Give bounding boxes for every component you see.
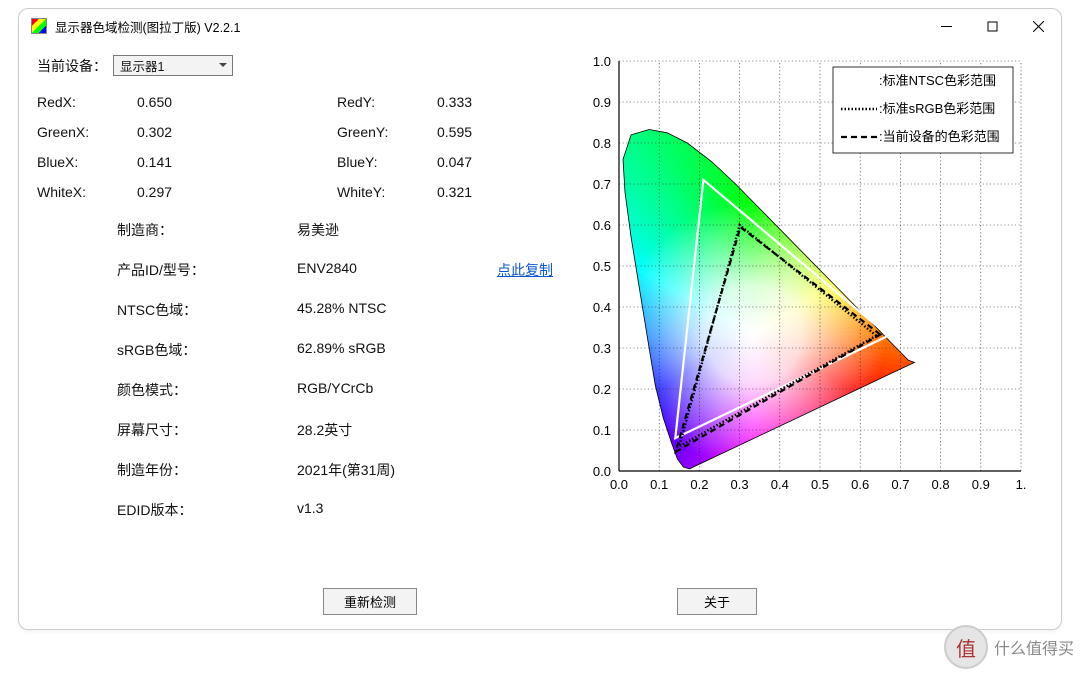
svg-text:0.4: 0.4 [771, 477, 789, 492]
ntsc-label: NTSC色域： [117, 300, 297, 320]
svg-text:0.3: 0.3 [593, 341, 611, 356]
app-window: 显示器色域检测(图拉丁版) V2.2.1 当前设备： 显示器1 RedX: [18, 8, 1062, 630]
chromaticity-chart: 0.00.0 0.1 0.1 0.2 0.2 0.3 0.3 0.4 0.4 0.5 0.5 0.6 0… [557, 49, 1043, 581]
svg-text:0.6: 0.6 [851, 477, 869, 492]
product-label: 产品ID/型号： [117, 260, 297, 280]
info-grid: 制造商： 易美逊 产品ID/型号： ENV2840 点此复制 NTSC色域： 4… [117, 220, 557, 520]
product-value: ENV2840 [297, 260, 497, 280]
svg-text:0.7: 0.7 [593, 177, 611, 192]
chart-svg: 0.00.0 0.1 0.1 0.2 0.2 0.3 0.3 0.4 0.4 0.5 0.5 0.6 0… [573, 49, 1043, 519]
content-area: 当前设备： 显示器1 RedX: 0.650 RedY: 0.333 Green… [19, 43, 1061, 581]
svg-text::当前设备的色彩范围: :当前设备的色彩范围 [879, 129, 1000, 144]
svg-text:1.: 1. [1016, 477, 1027, 492]
edid-label: EDID版本： [117, 500, 297, 520]
whitey-label: WhiteY: [337, 184, 437, 200]
svg-text:0.2: 0.2 [690, 477, 708, 492]
watermark-text: 什么值得买 [994, 635, 1074, 659]
device-row: 当前设备： 显示器1 [37, 55, 557, 76]
bluey-label: BlueY: [337, 154, 437, 170]
svg-text:0.2: 0.2 [593, 382, 611, 397]
maximize-icon [987, 21, 998, 32]
edid-value: v1.3 [297, 500, 497, 520]
copy-link[interactable]: 点此复制 [497, 260, 557, 280]
whitex-label: WhiteX: [37, 184, 137, 200]
svg-text:0.0: 0.0 [610, 477, 628, 492]
svg-text:0.9: 0.9 [972, 477, 990, 492]
whitex-value: 0.297 [137, 184, 257, 200]
colormode-value: RGB/YCrCb [297, 380, 497, 400]
redx-value: 0.650 [137, 94, 257, 110]
bluex-label: BlueX: [37, 154, 137, 170]
manufacturer-label: 制造商： [117, 220, 297, 240]
size-label: 屏幕尺寸： [117, 420, 297, 440]
svg-text:0.7: 0.7 [891, 477, 909, 492]
srgb-value: 62.89% sRGB [297, 340, 497, 360]
left-panel: 当前设备： 显示器1 RedX: 0.650 RedY: 0.333 Green… [37, 49, 557, 581]
svg-text:0.1: 0.1 [593, 423, 611, 438]
svg-text:0.9: 0.9 [593, 95, 611, 110]
greeny-label: GreenY: [337, 124, 437, 140]
close-button[interactable] [1015, 11, 1061, 41]
svg-text:0.5: 0.5 [593, 259, 611, 274]
size-value: 28.2英寸 [297, 420, 497, 440]
minimize-icon [941, 21, 952, 32]
about-button[interactable]: 关于 [677, 588, 757, 615]
window-title: 显示器色域检测(图拉丁版) V2.2.1 [55, 17, 240, 36]
svg-text:0.8: 0.8 [932, 477, 950, 492]
colormode-label: 颜色模式： [117, 380, 297, 400]
bluex-value: 0.141 [137, 154, 257, 170]
svg-text::标准NTSC色彩范围: :标准NTSC色彩范围 [879, 73, 996, 88]
srgb-label: sRGB色域： [117, 340, 297, 360]
year-label: 制造年份： [117, 460, 297, 480]
app-icon [31, 18, 47, 34]
close-icon [1033, 21, 1044, 32]
greenx-label: GreenX: [37, 124, 137, 140]
svg-text:0.0: 0.0 [593, 464, 611, 479]
maximize-button[interactable] [969, 11, 1015, 41]
ntsc-value: 45.28% NTSC [297, 300, 497, 320]
whitey-value: 0.321 [437, 184, 517, 200]
redx-label: RedX: [37, 94, 137, 110]
coordinate-grid: RedX: 0.650 RedY: 0.333 GreenX: 0.302 Gr… [37, 94, 557, 200]
redy-value: 0.333 [437, 94, 517, 110]
svg-text:0.8: 0.8 [593, 136, 611, 151]
svg-text:0.5: 0.5 [811, 477, 829, 492]
bluey-value: 0.047 [437, 154, 517, 170]
redy-label: RedY: [337, 94, 437, 110]
svg-text:0.6: 0.6 [593, 218, 611, 233]
svg-text:1.0: 1.0 [593, 54, 611, 69]
redetect-button[interactable]: 重新检测 [323, 588, 417, 615]
svg-text:0.3: 0.3 [731, 477, 749, 492]
manufacturer-value: 易美逊 [297, 220, 497, 240]
device-selected: 显示器1 [120, 56, 164, 75]
bottom-buttons: 重新检测 关于 [19, 588, 1061, 615]
title-bar[interactable]: 显示器色域检测(图拉丁版) V2.2.1 [19, 9, 1061, 43]
year-value: 2021年(第31周) [297, 460, 497, 480]
device-dropdown[interactable]: 显示器1 [113, 55, 233, 76]
svg-text:0.1: 0.1 [650, 477, 668, 492]
watermark: 值 什么值得买 [944, 625, 1074, 669]
window-controls [923, 11, 1061, 41]
greeny-value: 0.595 [437, 124, 517, 140]
svg-text::标准sRGB色彩范围: :标准sRGB色彩范围 [879, 101, 995, 116]
watermark-icon: 值 [944, 625, 988, 669]
svg-text:0.4: 0.4 [593, 300, 611, 315]
current-device-label: 当前设备： [37, 56, 113, 76]
minimize-button[interactable] [923, 11, 969, 41]
greenx-value: 0.302 [137, 124, 257, 140]
